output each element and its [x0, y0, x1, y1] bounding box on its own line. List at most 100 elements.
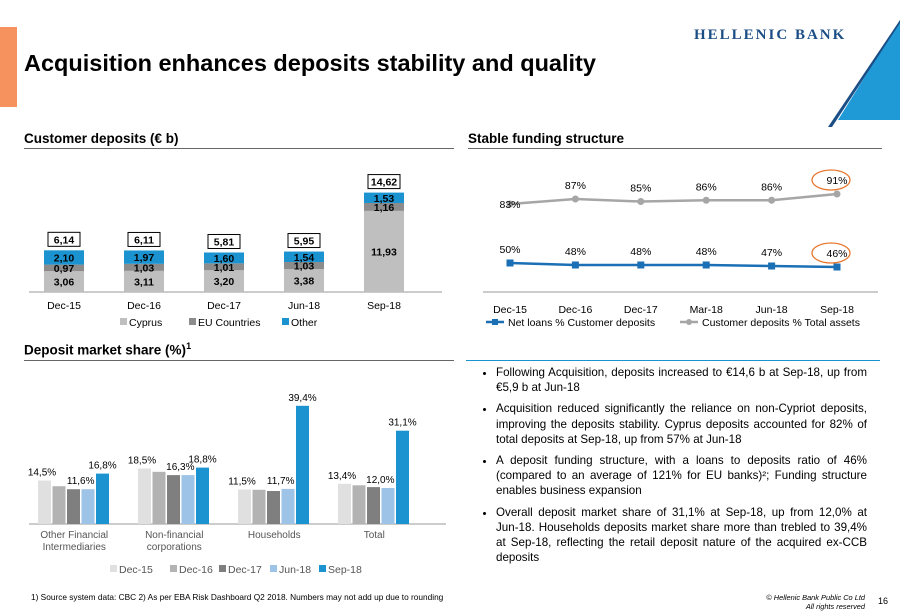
- data-label: 11,7%: [267, 476, 295, 487]
- legend-label: Dec-16: [179, 564, 213, 576]
- bar-eu-countries: [204, 263, 244, 271]
- data-label: 50%: [499, 244, 520, 256]
- bar-cyprus: [124, 270, 164, 292]
- bar-cyprus: [284, 269, 324, 292]
- data-label: 46%: [826, 248, 847, 260]
- stable-funding-heading: Stable funding structure: [468, 131, 625, 146]
- bar-value-label: 1,60: [214, 253, 235, 265]
- text-box-top-rule: [466, 360, 880, 361]
- category-label: Dec-16: [127, 300, 161, 312]
- bar-dec-15: [138, 468, 151, 524]
- legend-label: Jun-18: [279, 564, 311, 576]
- bar-other: [284, 251, 324, 263]
- total-box: [207, 233, 241, 249]
- data-label: 16,8%: [88, 461, 116, 472]
- data-point: [506, 259, 514, 267]
- data-label: 86%: [696, 181, 717, 193]
- footnote-mark: 1: [186, 341, 192, 351]
- data-label: 85%: [630, 183, 651, 195]
- legend-swatch: [319, 565, 326, 572]
- copyright-line: © Hellenic Bank Public Co Ltd: [766, 593, 865, 602]
- bar-value-label: 3,38: [294, 276, 315, 288]
- highlight-oval: [811, 242, 851, 264]
- data-point: [506, 200, 514, 208]
- category-label: corporations: [147, 542, 202, 553]
- bar-jun-18: [381, 488, 395, 524]
- bar-value-label: 3,20: [214, 276, 235, 288]
- hellenic-bank-logo: HELLENIC BANK: [694, 27, 847, 43]
- legend-marker: [492, 319, 498, 325]
- bar-dec-16: [252, 489, 266, 524]
- legend-label: EU Countries: [198, 317, 260, 329]
- page-title: Acquisition enhances deposits stability …: [24, 50, 596, 76]
- series-line: [509, 261, 838, 269]
- bar-dec-15: [238, 489, 251, 524]
- data-label: 13,4%: [328, 471, 356, 482]
- bar-value-label: 3,06: [54, 277, 75, 289]
- legend-label: Cyprus: [129, 317, 162, 329]
- legend-label: Customer deposits % Total assets: [702, 317, 860, 329]
- copyright: © Hellenic Bank Public Co Ltd All rights…: [740, 593, 865, 611]
- legend-swatch: [110, 565, 117, 572]
- divider-line: [468, 148, 882, 149]
- category-label: Dec-17: [624, 304, 658, 316]
- data-point: [833, 263, 841, 271]
- stable-funding-chart: 50% 48% 48% 48% 47% 46% 83% 87% 85% 86% 86% 91% Dec-…: [483, 169, 878, 329]
- legend-swatch: [189, 318, 196, 325]
- bar-other: [204, 252, 244, 264]
- divider-line: [24, 360, 454, 361]
- category-label: Dec-17: [207, 300, 241, 312]
- category-label: Dec-16: [558, 304, 592, 316]
- bar-value-label: 1,54: [294, 252, 315, 264]
- copyright-line: All rights reserved: [805, 602, 865, 611]
- data-point: [571, 261, 579, 269]
- data-point: [702, 261, 710, 269]
- bullet-item: Following Acquisition, deposits increase…: [496, 365, 867, 395]
- bar-dec-17: [367, 487, 380, 524]
- data-label: 91%: [826, 175, 847, 187]
- bar-eu-countries: [124, 263, 164, 271]
- category-label: Mar-18: [690, 304, 723, 316]
- data-label: 16,3%: [166, 462, 194, 473]
- data-point: [702, 196, 710, 204]
- data-label: 48%: [630, 246, 651, 258]
- legend-swatch: [270, 565, 277, 572]
- bar-sep-18: [196, 467, 209, 524]
- category-label: Jun-18: [288, 300, 320, 312]
- category-label: Non-financial: [145, 530, 203, 541]
- customer-deposits-heading: Customer deposits (€ b): [24, 131, 179, 146]
- key-points-box: Following Acquisition, deposits increase…: [476, 365, 867, 571]
- bar-other: [364, 192, 404, 203]
- legend-marker: [686, 319, 692, 325]
- data-label: 18,8%: [188, 455, 216, 466]
- bar-dec-16: [352, 485, 366, 524]
- bar-dec-16: [52, 486, 66, 524]
- category-label: Other Financial: [40, 530, 108, 541]
- total-box: [287, 233, 321, 249]
- legend-swatch: [120, 318, 127, 325]
- total-label: 5,95: [294, 236, 315, 248]
- bar-dec-15: [38, 480, 51, 524]
- data-label: 11,5%: [228, 477, 256, 488]
- data-point: [637, 198, 645, 205]
- legend-swatch: [282, 318, 289, 325]
- bar-value-label: 1,53: [374, 193, 395, 205]
- footnote: 1) Source system data: CBC 2) As per EBA…: [31, 592, 444, 602]
- market-share-heading: Deposit market share (%)1: [24, 341, 191, 358]
- bar-value-label: 0,97: [54, 263, 75, 275]
- bullet-item: Acquisition reduced significantly the re…: [496, 401, 867, 447]
- legend-swatch: [219, 565, 226, 572]
- data-label: 87%: [565, 180, 586, 192]
- data-label: 83%: [499, 199, 520, 211]
- bar-cyprus: [364, 210, 404, 292]
- bar-dec-15: [338, 483, 351, 524]
- bar-dec-17: [267, 491, 280, 524]
- customer-deposits-chart: 3,060,972,106,14Dec-153,111,031,976,11De…: [29, 174, 442, 329]
- bar-sep-18: [96, 473, 109, 524]
- legend-label: Dec-15: [119, 564, 153, 576]
- category-label: Jun-18: [756, 304, 788, 316]
- data-label: 14,5%: [28, 468, 56, 479]
- data-point: [571, 195, 579, 203]
- data-label: 48%: [565, 246, 586, 258]
- navy-triangle-edge: [828, 20, 900, 127]
